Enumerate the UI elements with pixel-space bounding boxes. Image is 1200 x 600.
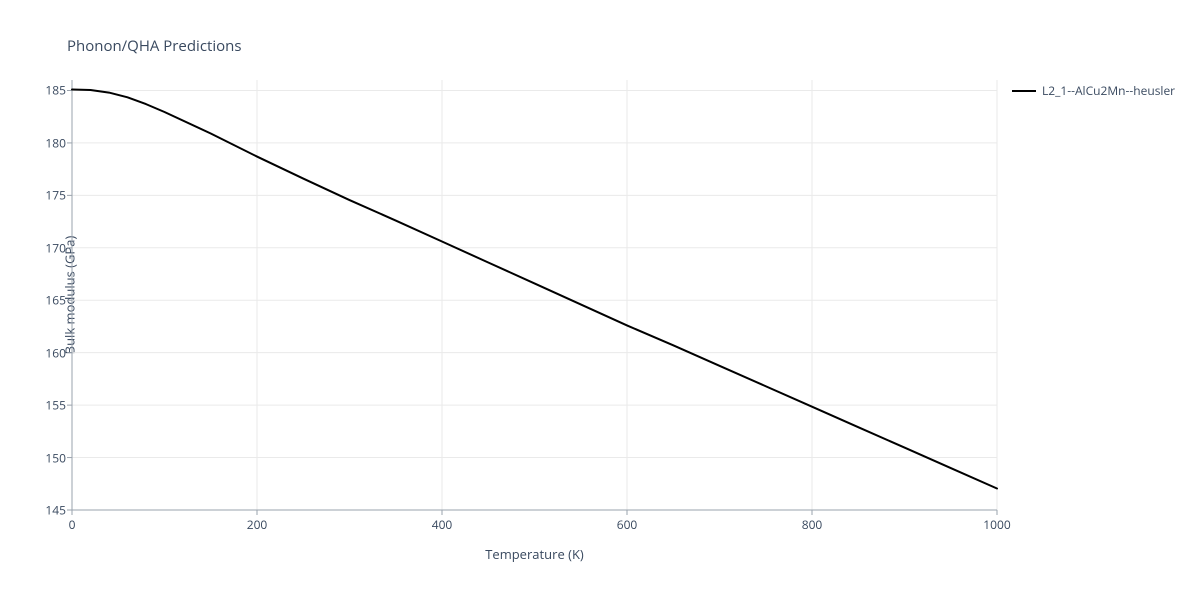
- y-tick-label: 155: [45, 397, 66, 414]
- chart-title: Phonon/QHA Predictions: [67, 36, 242, 56]
- y-tick-label: 160: [45, 344, 66, 361]
- x-tick-label: 0: [69, 516, 76, 533]
- plot-area: [72, 80, 997, 510]
- x-tick-label: 600: [617, 516, 638, 533]
- y-tick-label: 150: [45, 449, 66, 466]
- y-tick-label: 180: [45, 134, 66, 151]
- x-tick-label: 200: [247, 516, 268, 533]
- y-tick-label: 165: [45, 292, 66, 309]
- legend-series-label: L2_1--AlCu2Mn--heusler: [1042, 82, 1175, 99]
- x-axis-label: Temperature (K): [72, 545, 997, 563]
- x-tick-label: 1000: [983, 516, 1010, 533]
- x-tick-label: 800: [802, 516, 823, 533]
- x-tick-label: 400: [432, 516, 453, 533]
- x-tick-labels: 02004006008001000: [72, 516, 997, 536]
- y-tick-label: 145: [45, 502, 66, 519]
- y-tick-labels: 145150155160165170175180185: [0, 80, 66, 510]
- y-tick-label: 185: [45, 82, 66, 99]
- chart-svg: [72, 80, 997, 510]
- y-tick-label: 170: [45, 239, 66, 256]
- y-tick-label: 175: [45, 187, 66, 204]
- legend: L2_1--AlCu2Mn--heusler: [1012, 82, 1175, 99]
- legend-line-icon: [1012, 90, 1036, 92]
